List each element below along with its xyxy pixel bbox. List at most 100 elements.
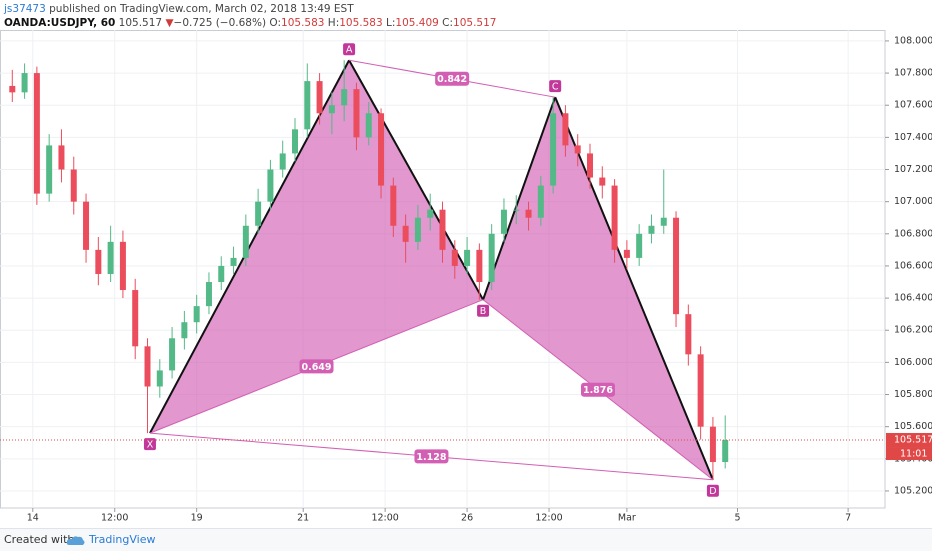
candle-body — [316, 81, 323, 114]
y-tick-label: 106.600 — [894, 260, 932, 271]
last-price-box — [886, 433, 932, 448]
y-tick-label: 108.000 — [894, 35, 932, 46]
ratio-box — [299, 359, 334, 374]
y-tick-label: 107.400 — [894, 132, 932, 143]
x-tick-label: 19 — [191, 513, 203, 524]
point-box — [143, 438, 156, 451]
countdown: 11:01 — [900, 449, 927, 460]
x-tick-label: 12:00 — [101, 513, 128, 524]
candle-body — [292, 129, 298, 154]
brand[interactable]: TradingView — [89, 533, 156, 546]
candle-body — [193, 306, 200, 323]
pattern: 0.649 0.842 1.876 1.128 X A B C D — [143, 43, 719, 497]
candle-body — [685, 314, 692, 355]
candle-body — [513, 209, 520, 211]
candle-body — [46, 145, 53, 194]
x-tick-label: 21 — [297, 513, 309, 524]
pattern-fill — [149, 60, 484, 434]
high: 105.583 — [339, 17, 383, 29]
point-box — [343, 43, 356, 56]
candle-body — [169, 338, 176, 371]
arrow: ▼ — [165, 17, 174, 29]
y-tick-label: 106.800 — [894, 228, 932, 239]
candles — [9, 60, 729, 480]
pattern-leg — [482, 96, 557, 301]
candle-body — [132, 290, 139, 347]
candle-body — [464, 249, 471, 266]
candle-body — [95, 249, 102, 274]
o-label: O: — [269, 17, 282, 29]
candle-body — [550, 113, 557, 186]
candle-body — [230, 257, 237, 266]
author[interactable]: js37473 — [4, 3, 46, 15]
candle-body — [341, 89, 348, 106]
candle-body — [427, 209, 434, 218]
last-price-label: 105.517 — [894, 435, 932, 446]
candle-body — [33, 73, 40, 194]
candle-body — [500, 209, 507, 234]
change: −0.725 (−0.68%) — [173, 17, 267, 29]
candle-body — [648, 225, 655, 234]
candle-body — [709, 426, 716, 463]
x-tick-label: 14 — [27, 513, 39, 524]
footer: Created with TradingView — [0, 528, 932, 551]
x-tick-label: 12:00 — [371, 513, 398, 524]
y-tick-label: 106.000 — [894, 357, 932, 368]
point-box — [477, 304, 490, 317]
y-tick-label: 107.800 — [894, 68, 932, 79]
candle-body — [562, 113, 569, 146]
pattern-leg — [348, 59, 484, 301]
ratio-box — [580, 382, 615, 397]
y-tick-label: 107.000 — [894, 196, 932, 207]
candle-body — [574, 145, 581, 154]
candle-body — [525, 209, 532, 218]
header: js37473 published on TradingView.com, Ma… — [4, 2, 496, 30]
candle-body — [599, 177, 606, 186]
candle-body — [353, 89, 360, 138]
candle-body — [476, 249, 483, 283]
candle-body — [378, 113, 385, 186]
candle-body — [402, 225, 409, 242]
candle-body — [328, 105, 335, 114]
countdown-box — [886, 447, 932, 461]
ratio-box — [435, 71, 470, 86]
candle-body — [107, 241, 114, 274]
plot-frame — [0, 30, 886, 509]
point-label: D — [709, 486, 716, 497]
publish-line: js37473 published on TradingView.com, Ma… — [4, 2, 496, 16]
candle-body — [537, 185, 544, 218]
candle-body — [488, 233, 495, 283]
ratio-label: 0.649 — [301, 362, 331, 373]
pattern-leg — [554, 96, 714, 481]
y-tick-label: 105.800 — [894, 389, 932, 400]
price: 105.517 — [118, 17, 163, 29]
candle-body — [83, 201, 90, 250]
candle-body — [144, 346, 151, 387]
candle-body — [156, 370, 163, 387]
candle-body — [451, 249, 458, 266]
low: 105.409 — [395, 17, 439, 29]
point-box — [706, 484, 719, 497]
candle-body — [255, 201, 262, 226]
candle-body — [697, 354, 704, 427]
point-label: B — [480, 306, 487, 317]
candle-body — [636, 233, 643, 258]
close: 105.517 — [453, 17, 497, 29]
quote-line: OANDA:USDJPY, 60 105.517 ▼−0.725 (−0.68%… — [4, 16, 496, 30]
published: published on TradingView.com, March 02, … — [49, 3, 354, 15]
x-tick-label: Mar — [618, 513, 636, 524]
ratio-label: 1.128 — [416, 452, 446, 463]
candle-body — [304, 81, 311, 130]
y-tick-label: 105.200 — [894, 485, 932, 496]
y-tick-label: 107.200 — [894, 164, 932, 175]
candle-body — [587, 153, 593, 178]
y-tick-label: 107.600 — [894, 100, 932, 111]
x-tick-label: 7 — [845, 513, 851, 524]
candle-body — [242, 225, 249, 258]
ratio-label: 1.876 — [583, 385, 613, 396]
candle-body — [58, 145, 65, 170]
y-tick-label: 105.600 — [894, 421, 932, 432]
pattern-leg — [149, 59, 350, 434]
